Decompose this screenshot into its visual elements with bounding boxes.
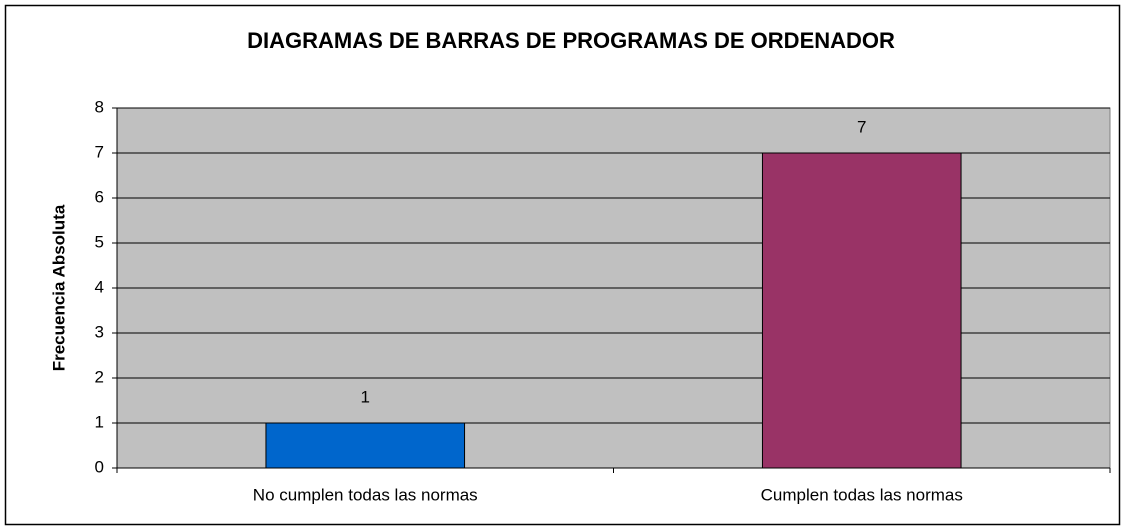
x-tick-label: Cumplen todas las normas <box>761 485 963 504</box>
y-tick-label: 3 <box>95 322 104 341</box>
y-tick-label: 8 <box>95 97 104 116</box>
y-tick-label: 4 <box>95 277 104 296</box>
chart-title: DIAGRAMAS DE BARRAS DE PROGRAMAS DE ORDE… <box>247 28 895 53</box>
y-tick-label: 2 <box>95 367 104 386</box>
bar <box>265 422 466 469</box>
y-tick-label: 0 <box>95 457 104 476</box>
y-tick-label: 1 <box>95 412 104 431</box>
y-tick-label: 6 <box>95 187 104 206</box>
x-tick-label: No cumplen todas las normas <box>253 485 478 504</box>
data-label: 7 <box>857 117 866 136</box>
y-tick-label: 7 <box>95 142 104 161</box>
y-tick-label: 5 <box>95 232 104 251</box>
data-label: 1 <box>361 387 370 406</box>
y-axis-label: Frecuencia Absoluta <box>49 204 68 371</box>
bar <box>761 152 962 469</box>
